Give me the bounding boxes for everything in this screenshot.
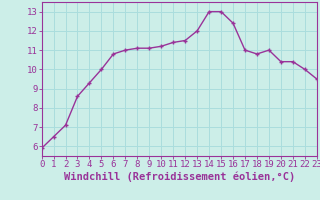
- X-axis label: Windchill (Refroidissement éolien,°C): Windchill (Refroidissement éolien,°C): [64, 172, 295, 182]
